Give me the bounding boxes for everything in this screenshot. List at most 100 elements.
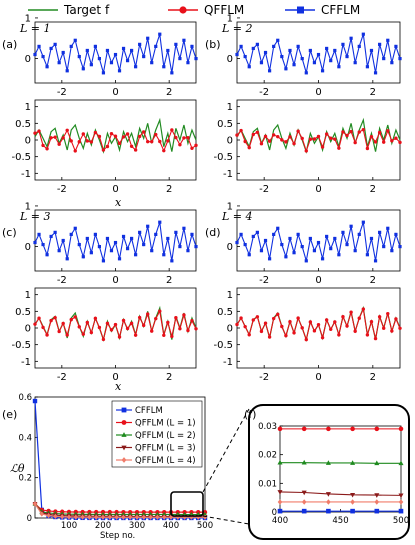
cfflm-fit-point bbox=[268, 69, 272, 73]
cfflm-fit-point bbox=[190, 232, 194, 236]
qfflm-fit-point bbox=[57, 142, 61, 146]
cfflm-fit-point bbox=[394, 232, 398, 236]
qfflm-fit-point bbox=[109, 131, 114, 136]
cfflm-fit-point bbox=[182, 226, 186, 230]
qfflm-fit-point bbox=[81, 332, 86, 336]
cfflm-fit-point bbox=[337, 65, 341, 69]
top-xtick-label: 0 bbox=[315, 275, 321, 286]
qfflm-fit-point bbox=[101, 337, 106, 342]
qfflm-fit-point bbox=[97, 325, 102, 330]
cfflm-fit-point bbox=[162, 253, 166, 257]
qfflm-fit-point bbox=[320, 145, 325, 149]
legend-cfflm-marker bbox=[297, 6, 304, 14]
loss-legend-box bbox=[111, 400, 203, 468]
qfflm-fit-point bbox=[271, 316, 276, 321]
qfflm-fit-point bbox=[357, 316, 361, 320]
bottom-ytick-label: -1 bbox=[21, 169, 31, 180]
qfflm-fit-point bbox=[353, 140, 357, 145]
loss-panel: 0 0.2 0.4 0.6 100 200 300 400 500 CFFLM QFFLM (L =… bbox=[18, 393, 250, 531]
loss-legend-marker bbox=[121, 420, 127, 425]
cfflm-fit-point bbox=[365, 65, 369, 69]
fit-panel-2: 0 1 -2 0 2 -1 -0.5 0 0.5 1 -2 0 2 bbox=[213, 13, 402, 195]
cfflm-fit-point bbox=[97, 245, 101, 249]
cfflm-fit-point bbox=[101, 259, 106, 263]
cfflm-fit-point bbox=[333, 48, 337, 53]
cfflm-fit-point bbox=[386, 226, 390, 230]
cfflm-fit-point bbox=[369, 48, 374, 53]
qfflm-fit-point bbox=[345, 133, 349, 138]
cfflm-fit-point bbox=[292, 251, 296, 255]
qfflm-fit-point bbox=[341, 130, 345, 134]
cfflm-fit-point bbox=[357, 232, 361, 236]
qfflm-fit-point bbox=[69, 139, 73, 143]
qfflm-fit-point bbox=[125, 326, 130, 331]
inset-series-point bbox=[277, 490, 283, 495]
bottom-ytick-label: 0.5 bbox=[217, 119, 233, 130]
qfflm-fit-point bbox=[329, 136, 333, 140]
qfflm-fit-point bbox=[386, 129, 390, 133]
top-ytick-label: 0 bbox=[227, 54, 233, 65]
cfflm-fit-point bbox=[174, 230, 178, 234]
qfflm-fit-point bbox=[37, 316, 41, 320]
cfflm-fit-point bbox=[154, 232, 158, 236]
qfflm-fit-point bbox=[41, 325, 45, 330]
qfflm-fit-point bbox=[337, 146, 341, 150]
inset-series-line bbox=[279, 491, 402, 496]
qfflm-fit-point bbox=[361, 127, 366, 132]
top-xtick-label: 2 bbox=[370, 87, 376, 98]
qfflm-fit-point bbox=[53, 135, 57, 139]
top-ytick-label: 0 bbox=[25, 54, 31, 65]
qfflm-fit-point bbox=[292, 141, 296, 146]
cfflm-fit-point bbox=[125, 59, 130, 63]
cfflm-fit-point bbox=[353, 61, 357, 65]
cfflm-fit-point bbox=[117, 69, 122, 73]
qfflm-fit-point bbox=[361, 307, 366, 311]
cfflm-fit-point bbox=[45, 65, 49, 69]
qfflm-fit-point bbox=[263, 134, 268, 139]
cfflm-fit-point bbox=[296, 232, 300, 236]
cfflm-fit-point bbox=[288, 236, 292, 241]
bottom-xtick-label: 2 bbox=[166, 184, 172, 195]
loss-series-point bbox=[66, 514, 72, 520]
qfflm-fit-point bbox=[267, 139, 272, 143]
qfflm-fit-point bbox=[186, 328, 190, 333]
cfflm-fit-point bbox=[361, 32, 365, 36]
cfflm-fit-point bbox=[288, 48, 292, 53]
inset-ytick-label: 0 bbox=[272, 508, 277, 518]
cfflm-fit-point bbox=[369, 236, 374, 241]
qfflm-fit-point bbox=[73, 315, 77, 319]
xlabel-a: x bbox=[115, 196, 122, 209]
cfflm-fit-point bbox=[349, 224, 353, 228]
loss-legend-label: QFFLM (L = 3) bbox=[135, 444, 196, 454]
bottom-ytick-label: -1 bbox=[223, 357, 233, 368]
cfflm-fit-point bbox=[259, 61, 264, 65]
inset-series-point bbox=[398, 499, 404, 505]
legend: Target f QFFLM CFFLM bbox=[28, 3, 360, 17]
cfflm-fit-point bbox=[113, 52, 118, 57]
qfflm-fit-point bbox=[121, 135, 126, 139]
inset-series-point bbox=[326, 426, 331, 432]
cfflm-fit-point bbox=[37, 44, 41, 48]
qfflm-fit-point bbox=[81, 132, 86, 136]
qfflm-fit-point bbox=[296, 129, 300, 133]
cfflm-fit-point bbox=[65, 69, 69, 73]
cfflm-fit-point bbox=[97, 57, 101, 61]
bottom-axes-frame bbox=[34, 99, 197, 181]
legend-target-label: Target f bbox=[63, 3, 110, 17]
cfflm-fit-point bbox=[329, 247, 333, 251]
qfflm-fit-point bbox=[121, 318, 126, 323]
cfflm-fit-point bbox=[182, 38, 186, 42]
qfflm-fit-point bbox=[312, 329, 317, 333]
cfflm-fit-point bbox=[93, 232, 97, 236]
cfflm-fit-point bbox=[276, 38, 280, 42]
cfflm-fit-point bbox=[130, 236, 134, 241]
qfflm-fit-point bbox=[386, 311, 390, 316]
qfflm-fit-point bbox=[288, 135, 292, 139]
bottom-ytick-label: 0 bbox=[227, 136, 233, 147]
qfflm-fit-point bbox=[137, 134, 142, 139]
bottom-xtick-label: 2 bbox=[370, 372, 376, 383]
qfflm-fit-point bbox=[182, 313, 186, 317]
cfflm-fit-point bbox=[85, 236, 89, 241]
qfflm-fit-point bbox=[33, 322, 37, 326]
cfflm-fit-point bbox=[146, 224, 150, 228]
